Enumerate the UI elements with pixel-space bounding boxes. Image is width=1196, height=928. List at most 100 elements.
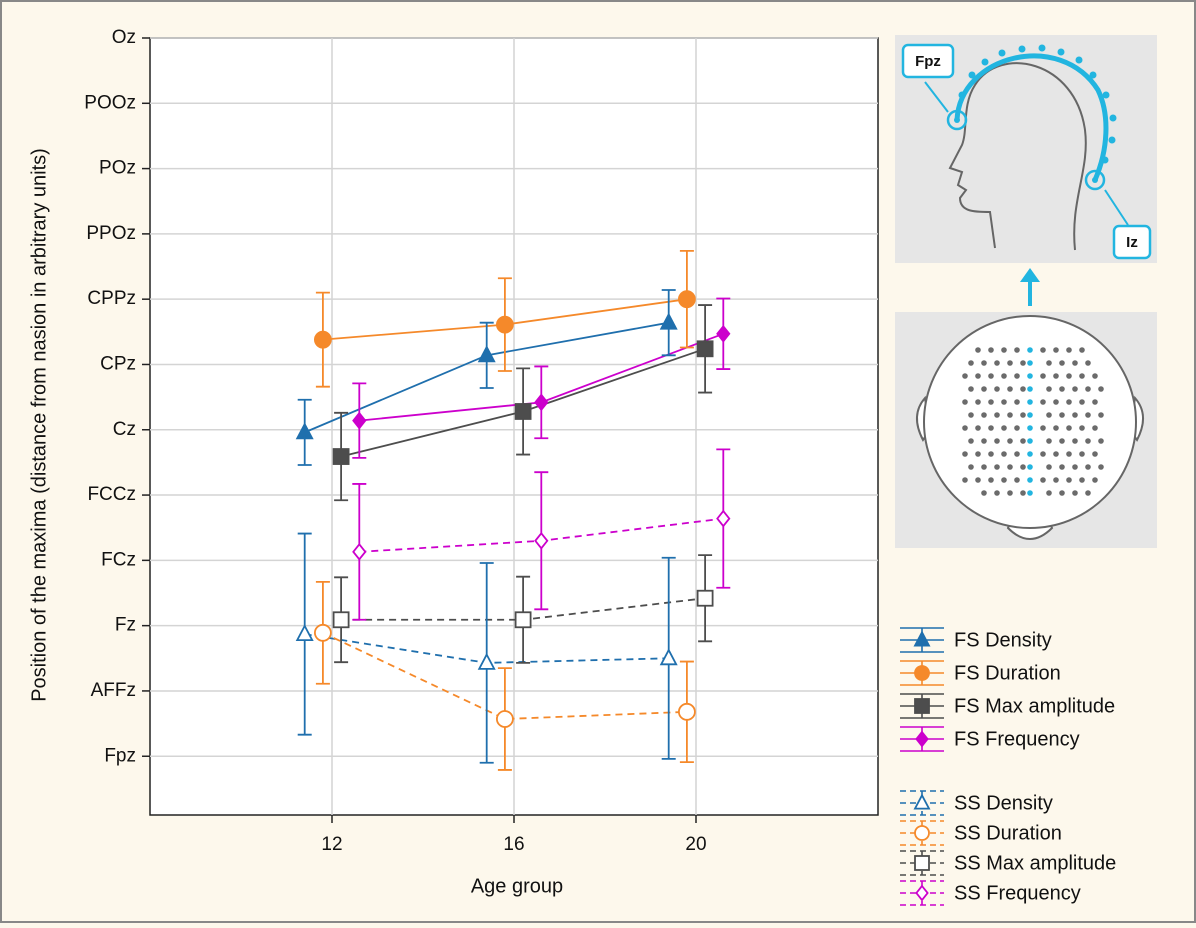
electrode — [1072, 360, 1078, 366]
electrode — [1059, 386, 1065, 392]
electrode — [975, 477, 981, 483]
inset-label: Fpz — [915, 53, 941, 70]
legend-label: SS Density — [954, 792, 1053, 814]
electrode — [1053, 451, 1059, 457]
electrode — [994, 412, 1000, 418]
x-tick-label: 20 — [685, 834, 706, 855]
electrode — [1085, 386, 1091, 392]
y-tick-label: CPPz — [87, 288, 136, 309]
marker — [534, 393, 549, 412]
electrode — [1007, 412, 1013, 418]
marker — [915, 730, 929, 748]
electrode — [975, 347, 981, 353]
electrode — [981, 438, 987, 444]
electrode — [1092, 425, 1098, 431]
electrode — [1092, 373, 1098, 379]
arrow — [1020, 268, 1040, 306]
marker — [696, 589, 714, 607]
legend: FS Density FS Duration FS Max amplitude FS … — [900, 627, 1116, 906]
electrode — [994, 438, 1000, 444]
y-tick-label: Oz — [112, 27, 136, 48]
marker — [915, 884, 929, 902]
electrode — [1066, 399, 1072, 405]
electrode — [1066, 373, 1072, 379]
y-tick-label: Fpz — [104, 745, 136, 766]
electrode — [1079, 425, 1085, 431]
electrode — [1027, 373, 1033, 379]
electrode — [962, 477, 968, 483]
marker — [914, 855, 930, 871]
electrode — [994, 490, 1000, 496]
electrode — [1001, 399, 1007, 405]
electrode — [1040, 477, 1046, 483]
marker — [913, 630, 931, 647]
electrode — [1079, 451, 1085, 457]
electrode — [1027, 451, 1033, 457]
marker — [716, 509, 731, 528]
marker — [477, 345, 496, 363]
electrode — [988, 399, 994, 405]
electrode — [1085, 438, 1091, 444]
electrode — [1053, 399, 1059, 405]
marker — [716, 324, 731, 343]
electrode — [1098, 464, 1104, 470]
electrode — [1027, 490, 1033, 496]
marker — [659, 312, 678, 330]
legend-label: SS Duration — [954, 822, 1062, 844]
electrode — [1014, 451, 1020, 457]
electrode — [968, 438, 974, 444]
electrode — [1027, 464, 1033, 470]
electrode — [994, 386, 1000, 392]
electrode — [1027, 386, 1033, 392]
electrode — [981, 490, 987, 496]
marker — [534, 531, 549, 550]
electrode — [1007, 490, 1013, 496]
electrode — [1072, 412, 1078, 418]
electrode — [1098, 438, 1104, 444]
electrode — [1001, 347, 1007, 353]
electrode — [1053, 425, 1059, 431]
y-tick-label: POz — [99, 158, 136, 179]
electrode — [1059, 360, 1065, 366]
electrode — [1092, 451, 1098, 457]
x-tick-label: 16 — [503, 834, 524, 855]
y-tick-label: Cz — [113, 419, 136, 440]
electrode — [988, 373, 994, 379]
marker — [914, 698, 930, 714]
electrode — [1046, 438, 1052, 444]
electrode — [981, 412, 987, 418]
marker — [295, 623, 314, 642]
legend-label: FS Max amplitude — [954, 695, 1115, 717]
electrode — [1040, 373, 1046, 379]
electrode — [988, 451, 994, 457]
marker — [352, 542, 367, 561]
electrode — [1085, 360, 1091, 366]
electrode — [1059, 464, 1065, 470]
marker — [678, 290, 696, 309]
electrode — [1020, 438, 1026, 444]
electrode — [988, 477, 994, 483]
electrode — [1079, 347, 1085, 353]
electrode — [1053, 347, 1059, 353]
electrode — [1059, 412, 1065, 418]
electrode — [1020, 386, 1026, 392]
electrode — [1014, 373, 1020, 379]
electrode — [1072, 464, 1078, 470]
y-tick-label: POOz — [84, 92, 136, 113]
electrode — [981, 386, 987, 392]
electrode — [1079, 477, 1085, 483]
y-axis-label: Position of the maxima (distance from na… — [28, 148, 50, 702]
electrode — [1040, 399, 1046, 405]
electrode — [1079, 399, 1085, 405]
marker — [914, 665, 930, 681]
marker — [352, 411, 367, 430]
electrode — [1092, 477, 1098, 483]
electrode — [1027, 347, 1033, 353]
electrode — [1053, 477, 1059, 483]
marker — [313, 623, 332, 642]
x-axis-label: Age group — [471, 875, 563, 897]
y-tick-label: PPOz — [86, 223, 136, 244]
electrode — [975, 451, 981, 457]
electrode — [1053, 373, 1059, 379]
